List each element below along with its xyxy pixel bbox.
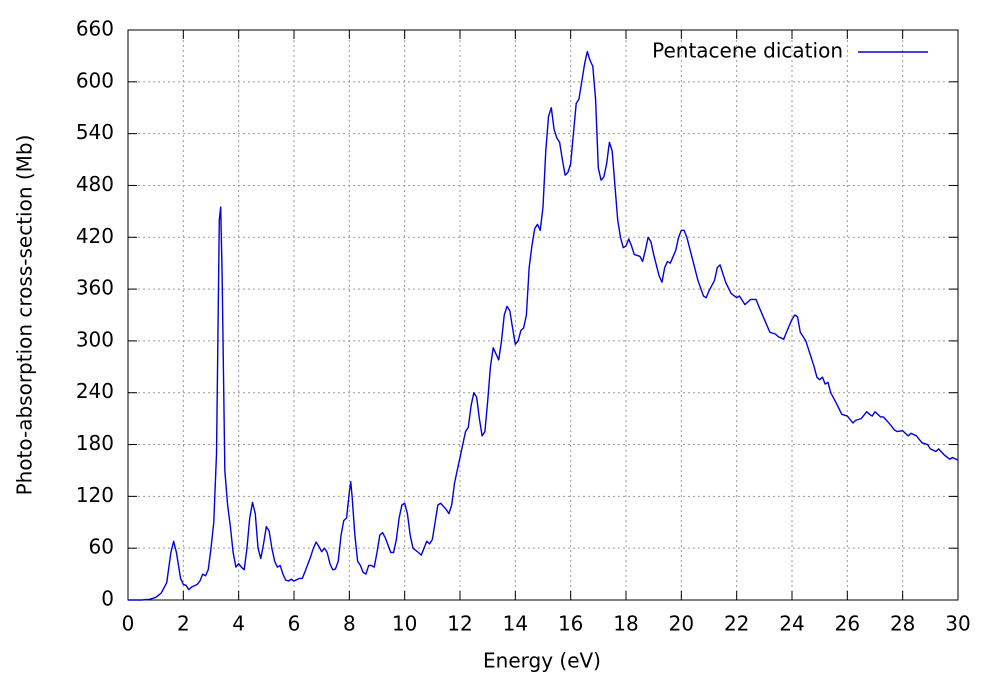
- x-tick-label: 14: [503, 612, 528, 636]
- x-tick-label: 26: [835, 612, 860, 636]
- y-tick-label: 180: [76, 431, 114, 455]
- y-tick-label: 300: [76, 327, 114, 351]
- data-line: [128, 50, 959, 601]
- x-tick-label: 10: [392, 612, 417, 636]
- y-tick-label: 60: [89, 535, 114, 559]
- x-tick-label: 20: [669, 612, 694, 636]
- x-tick-label: 28: [890, 612, 915, 636]
- x-tick-label: 6: [288, 612, 301, 636]
- y-tick-label: 660: [76, 17, 114, 41]
- y-tick-label: 540: [76, 120, 114, 144]
- plot-frame: [127, 29, 959, 601]
- x-tick-label: 18: [613, 612, 638, 636]
- x-tick-label: 12: [447, 612, 472, 636]
- y-axis-label: Photo-absorption cross-section (Mb): [13, 135, 37, 496]
- y-tick-label: 600: [76, 68, 114, 92]
- x-tick-label: 24: [779, 612, 804, 636]
- y-tick-label: 480: [76, 172, 114, 196]
- y-tick-label: 420: [76, 224, 114, 248]
- x-tick-label: 22: [724, 612, 749, 636]
- y-tick-label: 360: [76, 276, 114, 300]
- x-tick-label: 4: [232, 612, 245, 636]
- x-tick-label: 16: [558, 612, 583, 636]
- y-tick-label: 240: [76, 379, 114, 403]
- x-tick-label: 2: [177, 612, 190, 636]
- x-axis-label: Energy (eV): [483, 649, 601, 673]
- y-tick-label: 120: [76, 483, 114, 507]
- x-tick-label: 0: [122, 612, 135, 636]
- x-tick-label: 30: [945, 612, 970, 636]
- x-tick-label: 8: [343, 612, 356, 636]
- legend-label: Pentacene dication: [652, 39, 843, 63]
- y-tick-label: 0: [101, 587, 114, 611]
